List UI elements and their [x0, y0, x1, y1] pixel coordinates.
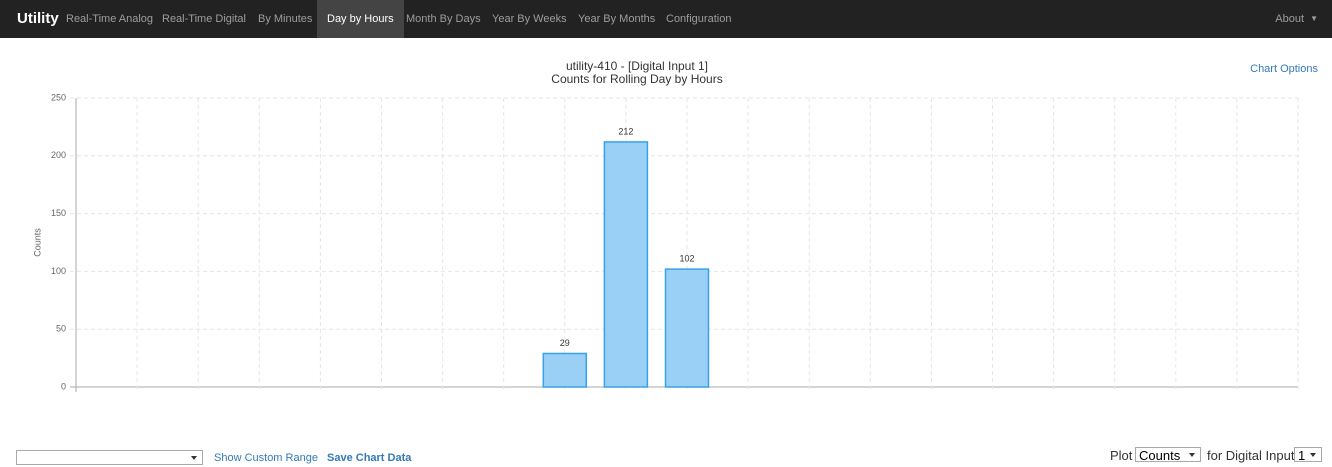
- x-tick-label: 8PM: [977, 394, 998, 395]
- nav-item[interactable]: Month By Days: [406, 13, 481, 25]
- y-tick-label: 0: [61, 381, 66, 391]
- y-tick-label: 200: [51, 150, 66, 160]
- x-tick-label: Feb 4 2020 12AM: [1174, 394, 1243, 395]
- x-tick-label: 4PM: [733, 394, 754, 395]
- x-tick-label: 11PM: [1157, 394, 1182, 395]
- x-tick-label: 2PM: [611, 394, 632, 395]
- nav-item[interactable]: Day by Hours: [317, 0, 404, 38]
- x-tick-label: 9AM: [305, 394, 326, 395]
- x-tick-label: Feb 3 2020 5AM: [17, 394, 82, 395]
- x-tick-label: 6PM: [855, 394, 876, 395]
- x-tick-label: 12PM: [484, 394, 510, 395]
- nav-item[interactable]: Real-Time Analog: [66, 13, 154, 25]
- x-tick-label: 1PM: [550, 394, 571, 395]
- x-tick-label: 5PM: [794, 394, 815, 395]
- brand[interactable]: Utility: [17, 10, 59, 27]
- x-tick-label: 7PM: [916, 394, 937, 395]
- bar: [664, 268, 710, 388]
- chart-subtitle: Counts for Rolling Day by Hours: [551, 72, 722, 86]
- chart-options[interactable]: Chart Options: [1250, 63, 1318, 75]
- caret: ▼: [1310, 14, 1318, 23]
- x-tick-label: 7AM: [183, 394, 204, 395]
- x-tick-label: 3PM: [672, 394, 693, 395]
- nav-item[interactable]: Real-Time Digital: [162, 13, 246, 25]
- data-label: 212: [618, 126, 633, 136]
- x-tick-label: 11AM: [424, 394, 449, 395]
- nav-item[interactable]: Year By Weeks: [492, 13, 567, 25]
- save-chart-data[interactable]: Save Chart Data: [327, 452, 412, 464]
- plot-label: Plot: [1110, 448, 1133, 463]
- x-tick-label: 1AM: [1283, 394, 1304, 395]
- input-select[interactable]: 1: [1294, 447, 1322, 463]
- x-tick-label: 10AM: [362, 394, 388, 395]
- y-tick-label: 50: [56, 324, 66, 334]
- nav-item[interactable]: Year By Months: [578, 13, 656, 25]
- about-menu[interactable]: About ▼: [1265, 0, 1324, 38]
- chart-title: utility-410 - [Digital Input 1]: [566, 59, 708, 73]
- for-label: for Digital Input: [1207, 448, 1295, 463]
- x-tick-label: 10PM: [1095, 394, 1121, 395]
- y-axis-label: Counts: [32, 228, 42, 257]
- x-tick-label: 8AM: [244, 394, 265, 395]
- nav-item[interactable]: By Minutes: [258, 13, 313, 25]
- nav-item[interactable]: Configuration: [666, 13, 732, 25]
- x-tick-label: 9PM: [1038, 394, 1059, 395]
- data-label: 29: [560, 338, 570, 348]
- bar: [603, 141, 649, 388]
- about-label: About: [1275, 13, 1304, 25]
- y-tick-label: 100: [51, 266, 66, 276]
- range-select[interactable]: [16, 450, 203, 465]
- x-tick-label: 6AM: [122, 394, 143, 395]
- data-label: 102: [679, 253, 694, 263]
- y-tick-label: 150: [51, 208, 66, 218]
- plot-select[interactable]: Counts: [1135, 447, 1201, 463]
- y-tick-label: 250: [51, 92, 66, 102]
- bar: [542, 352, 588, 388]
- chart: utility-410 - [Digital Input 1]Counts fo…: [17, 59, 1304, 395]
- navbar: Utility About ▼ Real-Time Analog Real-Time…: [0, 0, 1332, 38]
- show-custom-range[interactable]: Show Custom Range: [214, 452, 318, 464]
